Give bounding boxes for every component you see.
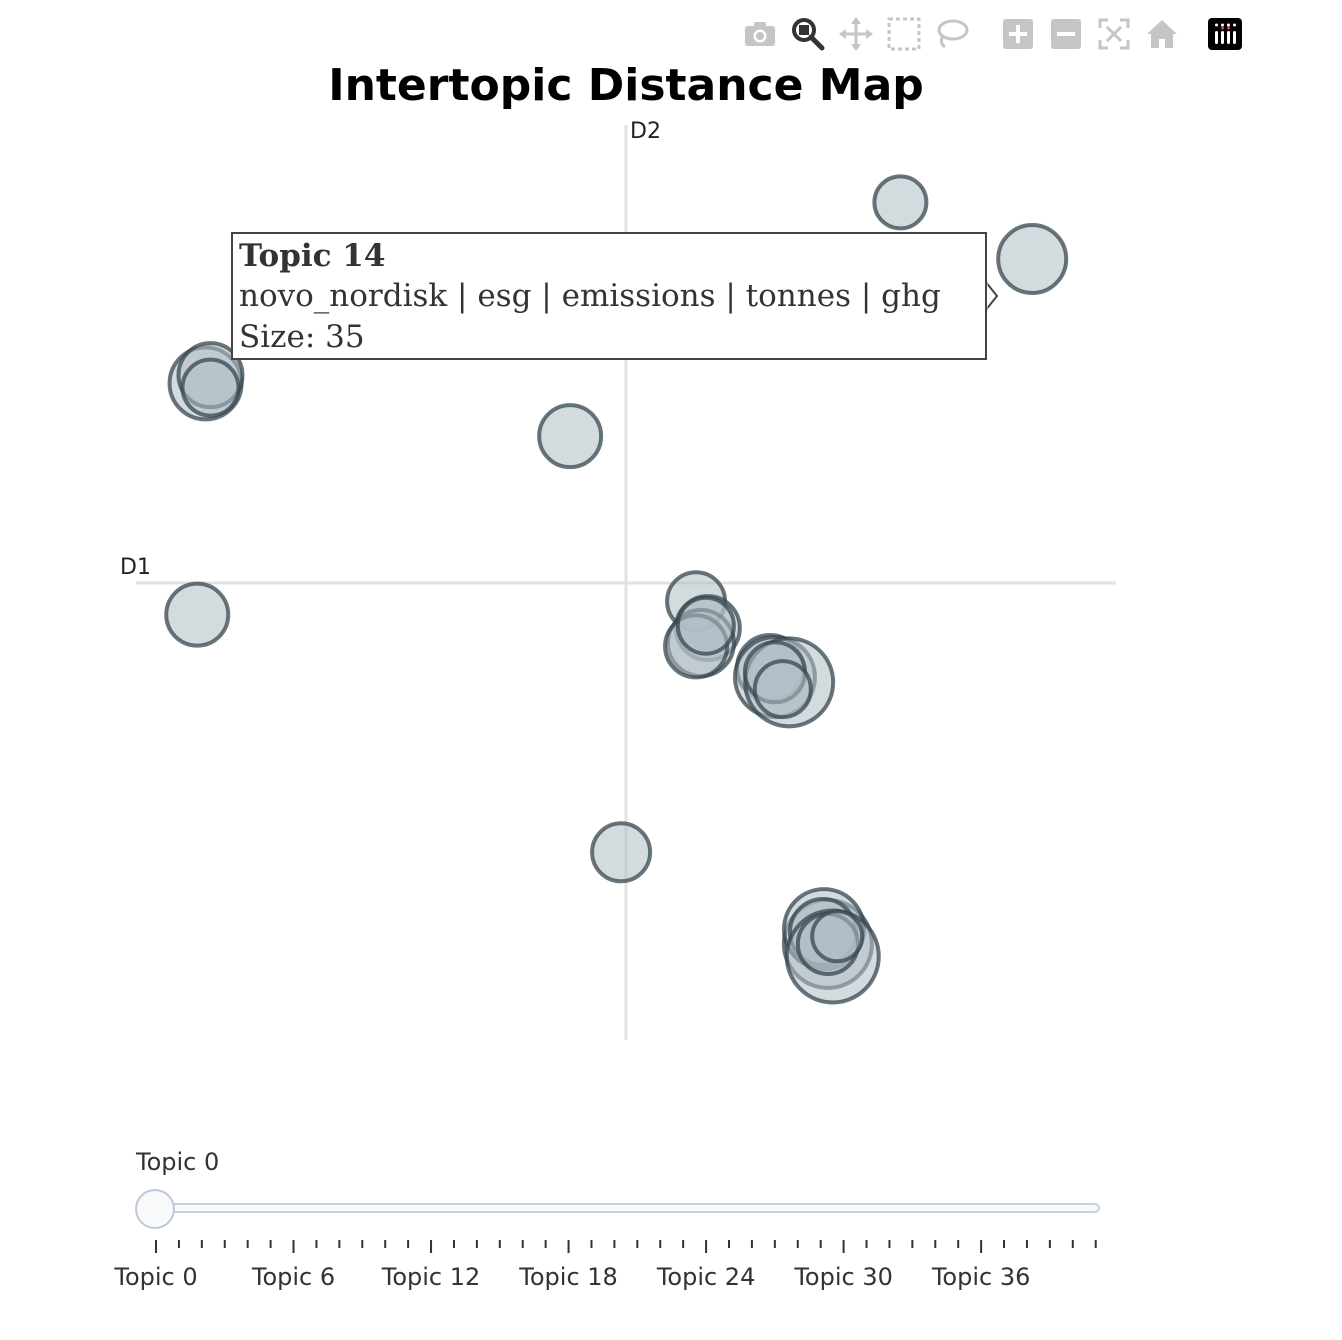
topic-bubble[interactable] — [675, 595, 736, 656]
lasso-icon[interactable] — [932, 14, 972, 54]
camera-icon[interactable] — [740, 14, 780, 54]
autoscale-icon[interactable] — [1094, 14, 1134, 54]
slider-tick-label: Topic 6 — [251, 1263, 335, 1291]
d1-axis-label: D1 — [120, 555, 151, 580]
slider-current-label: Topic 0 — [136, 1148, 220, 1176]
slider-tick-label: Topic 12 — [381, 1263, 481, 1291]
slider-tick-label: Topic 30 — [793, 1263, 893, 1291]
zoom-icon[interactable] — [788, 14, 828, 54]
slider-tick-label: Topic 24 — [656, 1263, 756, 1291]
topic-bubble[interactable] — [996, 223, 1069, 295]
slider-tick-label: Topic 36 — [931, 1263, 1031, 1291]
home-icon[interactable] — [1142, 14, 1182, 54]
slider-tick-label: Topic 0 — [113, 1263, 197, 1291]
tooltip-title: Topic 14 — [239, 238, 386, 274]
modebar — [740, 14, 1242, 54]
topic-bubble[interactable] — [810, 909, 865, 964]
topic-bubble[interactable] — [180, 357, 241, 418]
box-select-icon[interactable] — [884, 14, 924, 54]
topic-bubble[interactable] — [164, 581, 231, 648]
scatter-plot[interactable]: D2 D1 — [0, 0, 1342, 1100]
tooltip-words: novo_nordisk | esg | emissions | tonnes … — [239, 278, 941, 314]
slider-tick-label: Topic 18 — [518, 1263, 618, 1291]
topic-bubble[interactable] — [752, 659, 813, 720]
topic-bubble[interactable] — [590, 821, 653, 884]
slider-rail[interactable] — [146, 1203, 1100, 1213]
hover-tooltip: Topic 14 novo_nordisk | esg | emissions … — [231, 232, 987, 360]
topic-bubble[interactable] — [872, 174, 929, 231]
d2-axis-label: D2 — [630, 119, 661, 144]
zoom-in-icon[interactable] — [998, 14, 1038, 54]
topic-bubble[interactable] — [537, 403, 604, 470]
slider-handle[interactable] — [135, 1189, 175, 1229]
zoom-out-icon[interactable] — [1046, 14, 1086, 54]
pan-icon[interactable] — [836, 14, 876, 54]
tooltip-arrow — [985, 281, 999, 311]
chart-title: Intertopic Distance Map — [328, 60, 924, 111]
tooltip-size: Size: 35 — [239, 319, 365, 355]
plotly-logo-icon[interactable] — [1208, 18, 1242, 50]
